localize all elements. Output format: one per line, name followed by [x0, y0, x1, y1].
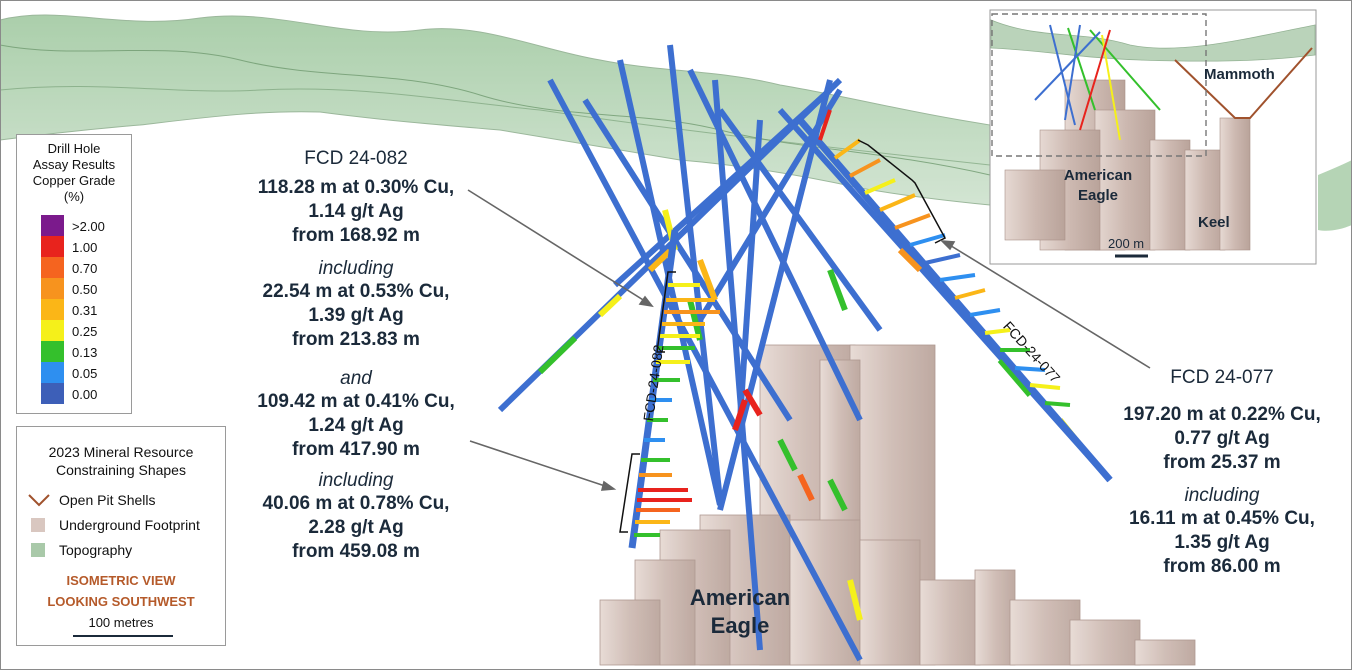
- intercept-line: from 25.37 m: [1163, 452, 1281, 473]
- grade-label: 0.70: [72, 261, 98, 276]
- grade-label: 0.50: [72, 282, 98, 297]
- legend-title-line: Drill Hole: [47, 141, 101, 156]
- grade-swatch: [41, 383, 64, 404]
- intercept-line: 1.24 g/t Ag: [308, 415, 404, 436]
- deposit-name-line: American: [689, 585, 791, 610]
- grade-color-ramp: [41, 215, 64, 404]
- intercept-line: 1.35 g/t Ag: [1174, 532, 1270, 553]
- underground-footprint-swatch: [31, 518, 45, 532]
- callout-arrows: [467, 189, 1151, 491]
- resource-legend-title-line: 2023 Mineral Resource: [48, 444, 194, 460]
- fcd-24-082-assay-histogram: [634, 283, 720, 537]
- intercept-line: 109.42 m at 0.41% Cu,: [257, 391, 455, 412]
- grade-label: 1.00: [72, 240, 98, 255]
- view-direction-line: LOOKING SOUTHWEST: [47, 594, 195, 609]
- intercept-line: 22.54 m at 0.53% Cu,: [262, 281, 450, 302]
- fcd-24-082-trace: [619, 229, 720, 549]
- grade-swatch: [41, 320, 64, 341]
- legend-title-line: Copper Grade: [32, 173, 116, 188]
- scale-label: 100 metres: [88, 615, 154, 630]
- intercept-line: 1.14 g/t Ag: [308, 201, 404, 222]
- grade-label: 0.25: [72, 324, 98, 339]
- intercept-line: 197.20 m at 0.22% Cu,: [1123, 404, 1321, 425]
- intercept-line: 40.06 m at 0.78% Cu,: [262, 493, 450, 514]
- grade-label: 0.05: [72, 366, 98, 381]
- including-label: including: [318, 470, 394, 491]
- intercept-line: from 213.83 m: [292, 329, 420, 350]
- legend-item-open-pit: Open Pit Shells: [27, 491, 217, 511]
- grade-swatch: [41, 257, 64, 278]
- intercept-line: 118.28 m at 0.30% Cu,: [257, 177, 455, 198]
- resource-legend-title-line: Constraining Shapes: [56, 462, 186, 478]
- inset-keel-label: Keel: [1198, 214, 1230, 231]
- inset-american-eagle-label: American Eagle: [1050, 166, 1146, 206]
- inset-mammoth-label: Mammoth: [1204, 66, 1275, 83]
- intercept-line: from 168.92 m: [292, 225, 420, 246]
- fcd-24-082-annotation: FCD 24-082 118.28 m at 0.30% Cu, 1.14 g/…: [236, 148, 476, 564]
- hole-name: FCD 24-082: [304, 148, 408, 169]
- pit-shell-icon: [28, 494, 50, 507]
- grade-swatch: [41, 278, 64, 299]
- fcd-24-077-assay-histogram: [818, 109, 1071, 407]
- including-label: including: [1184, 485, 1260, 506]
- intercept-line: 0.77 g/t Ag: [1174, 428, 1270, 449]
- resource-legend: 2023 Mineral Resource Constraining Shape…: [16, 426, 226, 646]
- drill-hole-traces: [497, 44, 1113, 662]
- including-label: including: [318, 258, 394, 279]
- legend-item-underground: Underground Footprint: [27, 516, 217, 536]
- legend-item-label: Open Pit Shells: [59, 492, 156, 508]
- grade-label: 0.00: [72, 387, 98, 402]
- intercept-line: from 86.00 m: [1163, 556, 1281, 577]
- view-direction-line: ISOMETRIC VIEW: [66, 573, 176, 588]
- topography-swatch: [31, 543, 45, 557]
- legend-item-label: Topography: [59, 542, 133, 558]
- copper-grade-legend: Drill Hole Assay Results Copper Grade (%…: [16, 134, 132, 414]
- and-label: and: [340, 368, 372, 389]
- legend-item-topography: Topography: [27, 541, 217, 561]
- grade-label: >2.00: [72, 219, 105, 234]
- grade-swatch: [41, 299, 64, 320]
- deposit-name-line: Eagle: [710, 613, 770, 638]
- intercept-line: 1.39 g/t Ag: [308, 305, 404, 326]
- grade-label: 0.31: [72, 303, 98, 318]
- legend-title-line: Assay Results: [32, 157, 116, 172]
- grade-label: 0.13: [72, 345, 98, 360]
- scale-bar: [73, 635, 173, 637]
- inset-scale-label: 200 m: [1108, 236, 1145, 251]
- inset-name-line: Eagle: [1077, 187, 1119, 204]
- inset-map: [989, 9, 1317, 265]
- fcd-24-077-annotation: FCD 24-077 197.20 m at 0.22% Cu, 0.77 g/…: [1100, 367, 1344, 579]
- intercept-line: from 417.90 m: [292, 439, 420, 460]
- intercept-line: 16.11 m at 0.45% Cu,: [1129, 508, 1315, 529]
- fcd-24-077-trace: [797, 109, 1113, 483]
- legend-title-line: (%): [63, 189, 85, 204]
- intercept-line: from 459.08 m: [292, 541, 420, 562]
- american-eagle-label: American Eagle: [680, 584, 800, 640]
- hole-name: FCD 24-077: [1170, 367, 1274, 388]
- grade-swatch: [41, 362, 64, 383]
- grade-swatch: [41, 341, 64, 362]
- topography-surface: [0, 14, 1352, 231]
- intercept-line: 2.28 g/t Ag: [308, 517, 404, 538]
- grade-swatch: [41, 236, 64, 257]
- legend-item-label: Underground Footprint: [59, 517, 200, 533]
- grade-swatch: [41, 215, 64, 236]
- inset-name-line: American: [1063, 167, 1133, 184]
